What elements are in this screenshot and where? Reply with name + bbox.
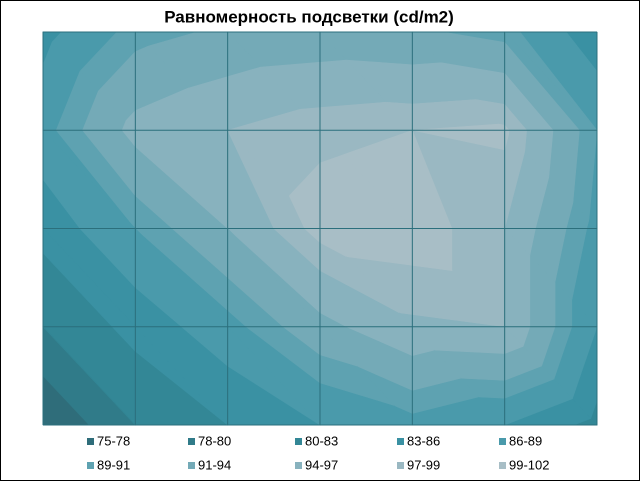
legend-label: 97-99 bbox=[407, 457, 440, 472]
legend-label: 80-83 bbox=[305, 433, 338, 448]
plot-area bbox=[42, 31, 598, 426]
legend-swatch bbox=[397, 438, 404, 445]
legend-swatch bbox=[397, 462, 404, 469]
legend-swatch bbox=[295, 462, 302, 469]
legend-swatch bbox=[499, 462, 506, 469]
legend-swatch bbox=[87, 462, 94, 469]
legend-swatch bbox=[87, 438, 94, 445]
legend-swatch bbox=[295, 438, 302, 445]
legend-label: 91-94 bbox=[198, 457, 231, 472]
legend-swatch bbox=[188, 462, 195, 469]
legend-label: 89-91 bbox=[97, 457, 130, 472]
legend-swatch bbox=[499, 438, 506, 445]
chart-title: Равномерность подсветки (cd/m2) bbox=[164, 7, 454, 26]
legend: 75-78 78-80 80-83 83-86 86-89 89-91 91-94 94-97… bbox=[87, 433, 549, 472]
legend-label: 78-80 bbox=[198, 433, 231, 448]
legend-label: 83-86 bbox=[407, 433, 440, 448]
legend-label: 94-97 bbox=[305, 457, 338, 472]
legend-label: 75-78 bbox=[97, 433, 130, 448]
legend-swatch bbox=[188, 438, 195, 445]
legend-label: 99-102 bbox=[509, 457, 549, 472]
legend-label: 86-89 bbox=[509, 433, 542, 448]
